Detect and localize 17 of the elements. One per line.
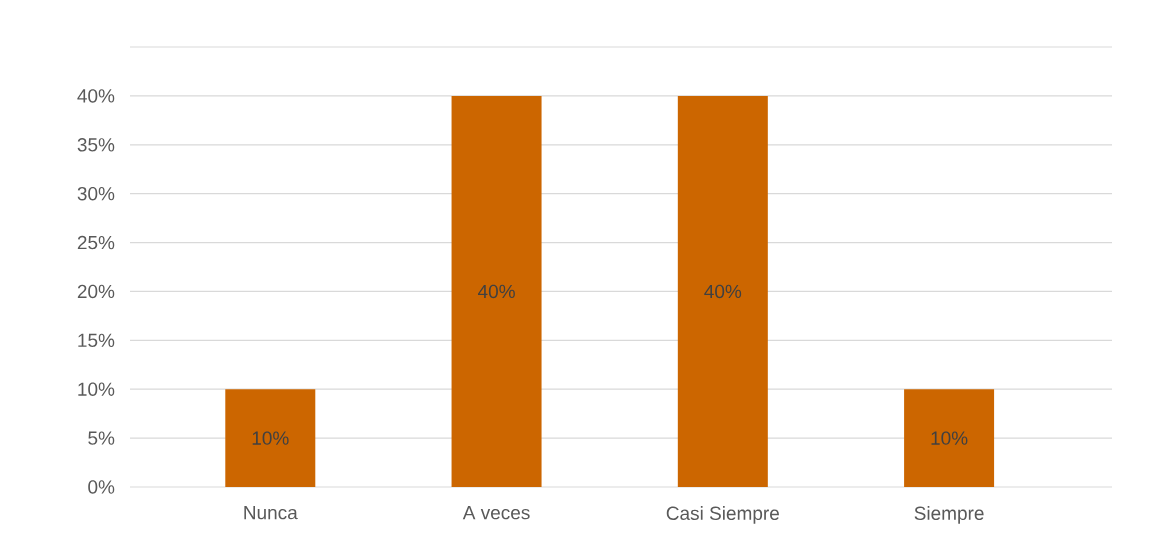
y-tick-label: 35% xyxy=(77,138,115,152)
y-tick-label: 40% xyxy=(77,89,115,103)
y-tick-label: 10% xyxy=(78,382,115,396)
data-label: 40% xyxy=(477,284,515,299)
x-tick-label: Casi Siempre xyxy=(666,506,779,524)
x-tick-label: A veces xyxy=(462,506,530,520)
y-tick-label: 20% xyxy=(77,284,115,299)
y-tick-label: 15% xyxy=(78,333,115,348)
y-tick-label: 0% xyxy=(88,480,115,494)
x-tick-label: Nunca xyxy=(244,506,298,520)
data-label: 40% xyxy=(704,284,742,299)
y-tick-label: 30% xyxy=(77,186,115,201)
x-tick-label: Siempre xyxy=(914,506,984,524)
y-tick-label: 25% xyxy=(77,235,115,250)
data-label: 10% xyxy=(252,431,289,445)
data-label: 10% xyxy=(931,431,968,445)
y-tick-label: 5% xyxy=(88,431,115,445)
